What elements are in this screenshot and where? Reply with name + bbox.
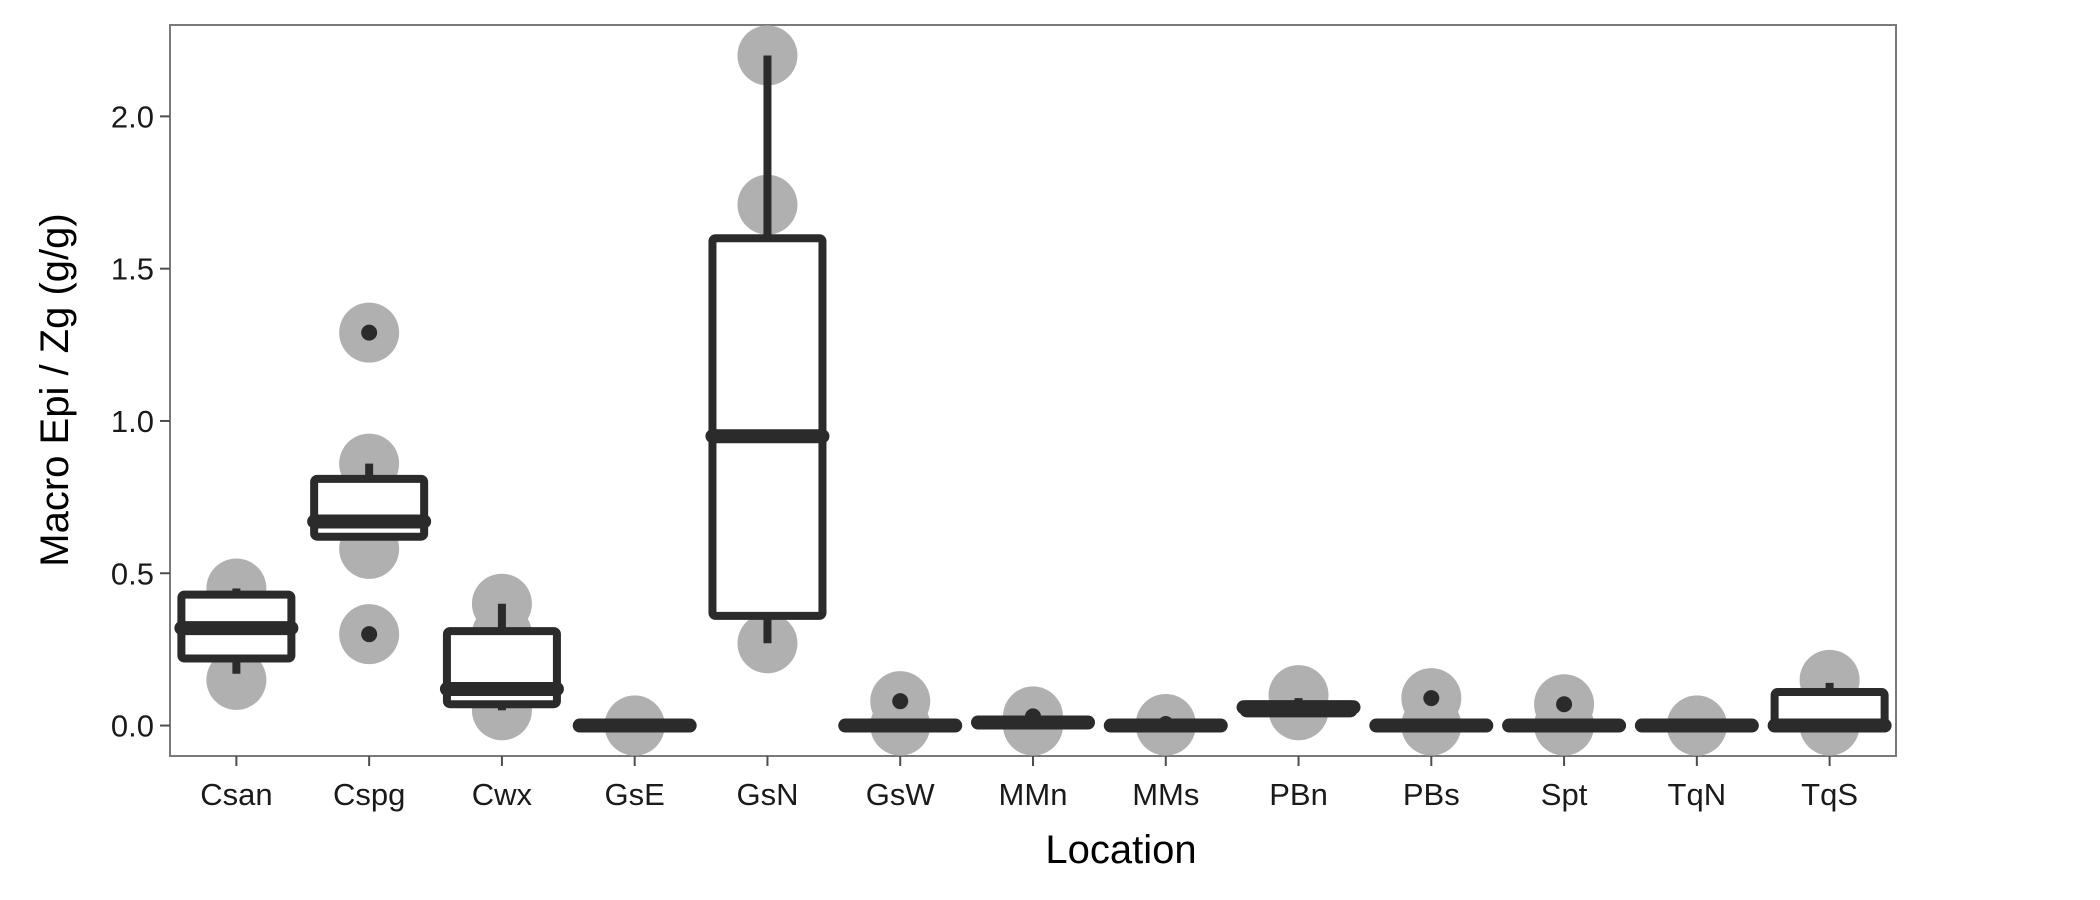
x-tick-label: GsE xyxy=(605,777,665,812)
outlier-point xyxy=(1556,696,1573,713)
boxes-layer xyxy=(174,55,1892,733)
plot-panel xyxy=(169,24,1897,757)
outlier-point xyxy=(1157,716,1174,733)
x-tick-label: Spt xyxy=(1541,777,1588,812)
y-tick-label: 2.0 xyxy=(111,99,154,134)
outlier-point xyxy=(1423,690,1440,707)
x-tick-label: PBs xyxy=(1403,777,1460,812)
y-tick-label: 0.5 xyxy=(111,556,154,591)
x-tick-label: PBn xyxy=(1269,777,1328,812)
x-tick-label: Csan xyxy=(200,777,272,812)
x-tick-label: Cspg xyxy=(333,777,405,812)
y-axis-label: Macro Epi / Zg (g/g) xyxy=(33,213,77,566)
x-tick-label: TqS xyxy=(1801,777,1858,812)
outlier-point xyxy=(1025,708,1041,725)
x-tick-label: GsN xyxy=(736,777,798,812)
outlier-point xyxy=(892,693,909,710)
outlier-point xyxy=(361,324,378,341)
x-tick-label: MMs xyxy=(1132,777,1199,812)
x-tick-label: MMn xyxy=(999,777,1068,812)
outlier-point xyxy=(361,626,378,643)
x-axis-label: Location xyxy=(1045,828,1196,872)
box-iqr xyxy=(708,234,827,620)
data-point xyxy=(737,25,798,86)
data-point xyxy=(206,649,267,710)
y-tick-label: 0.0 xyxy=(111,709,154,744)
outliers-layer xyxy=(361,324,1573,733)
x-tick-label: GsW xyxy=(866,777,936,812)
x-axis: Csan Cspg Cwx GsE GsN GsW MMn MMs PBn PBs Spt TqN Tq… xyxy=(200,756,1858,812)
y-tick-label: 1.5 xyxy=(111,252,154,287)
y-tick-label: 1.0 xyxy=(111,404,154,439)
y-axis: 0.0 0.5 1.0 1.5 2.0 xyxy=(111,99,170,744)
x-tick-label: Cwx xyxy=(472,777,533,812)
x-tick-label: TqN xyxy=(1668,777,1727,812)
